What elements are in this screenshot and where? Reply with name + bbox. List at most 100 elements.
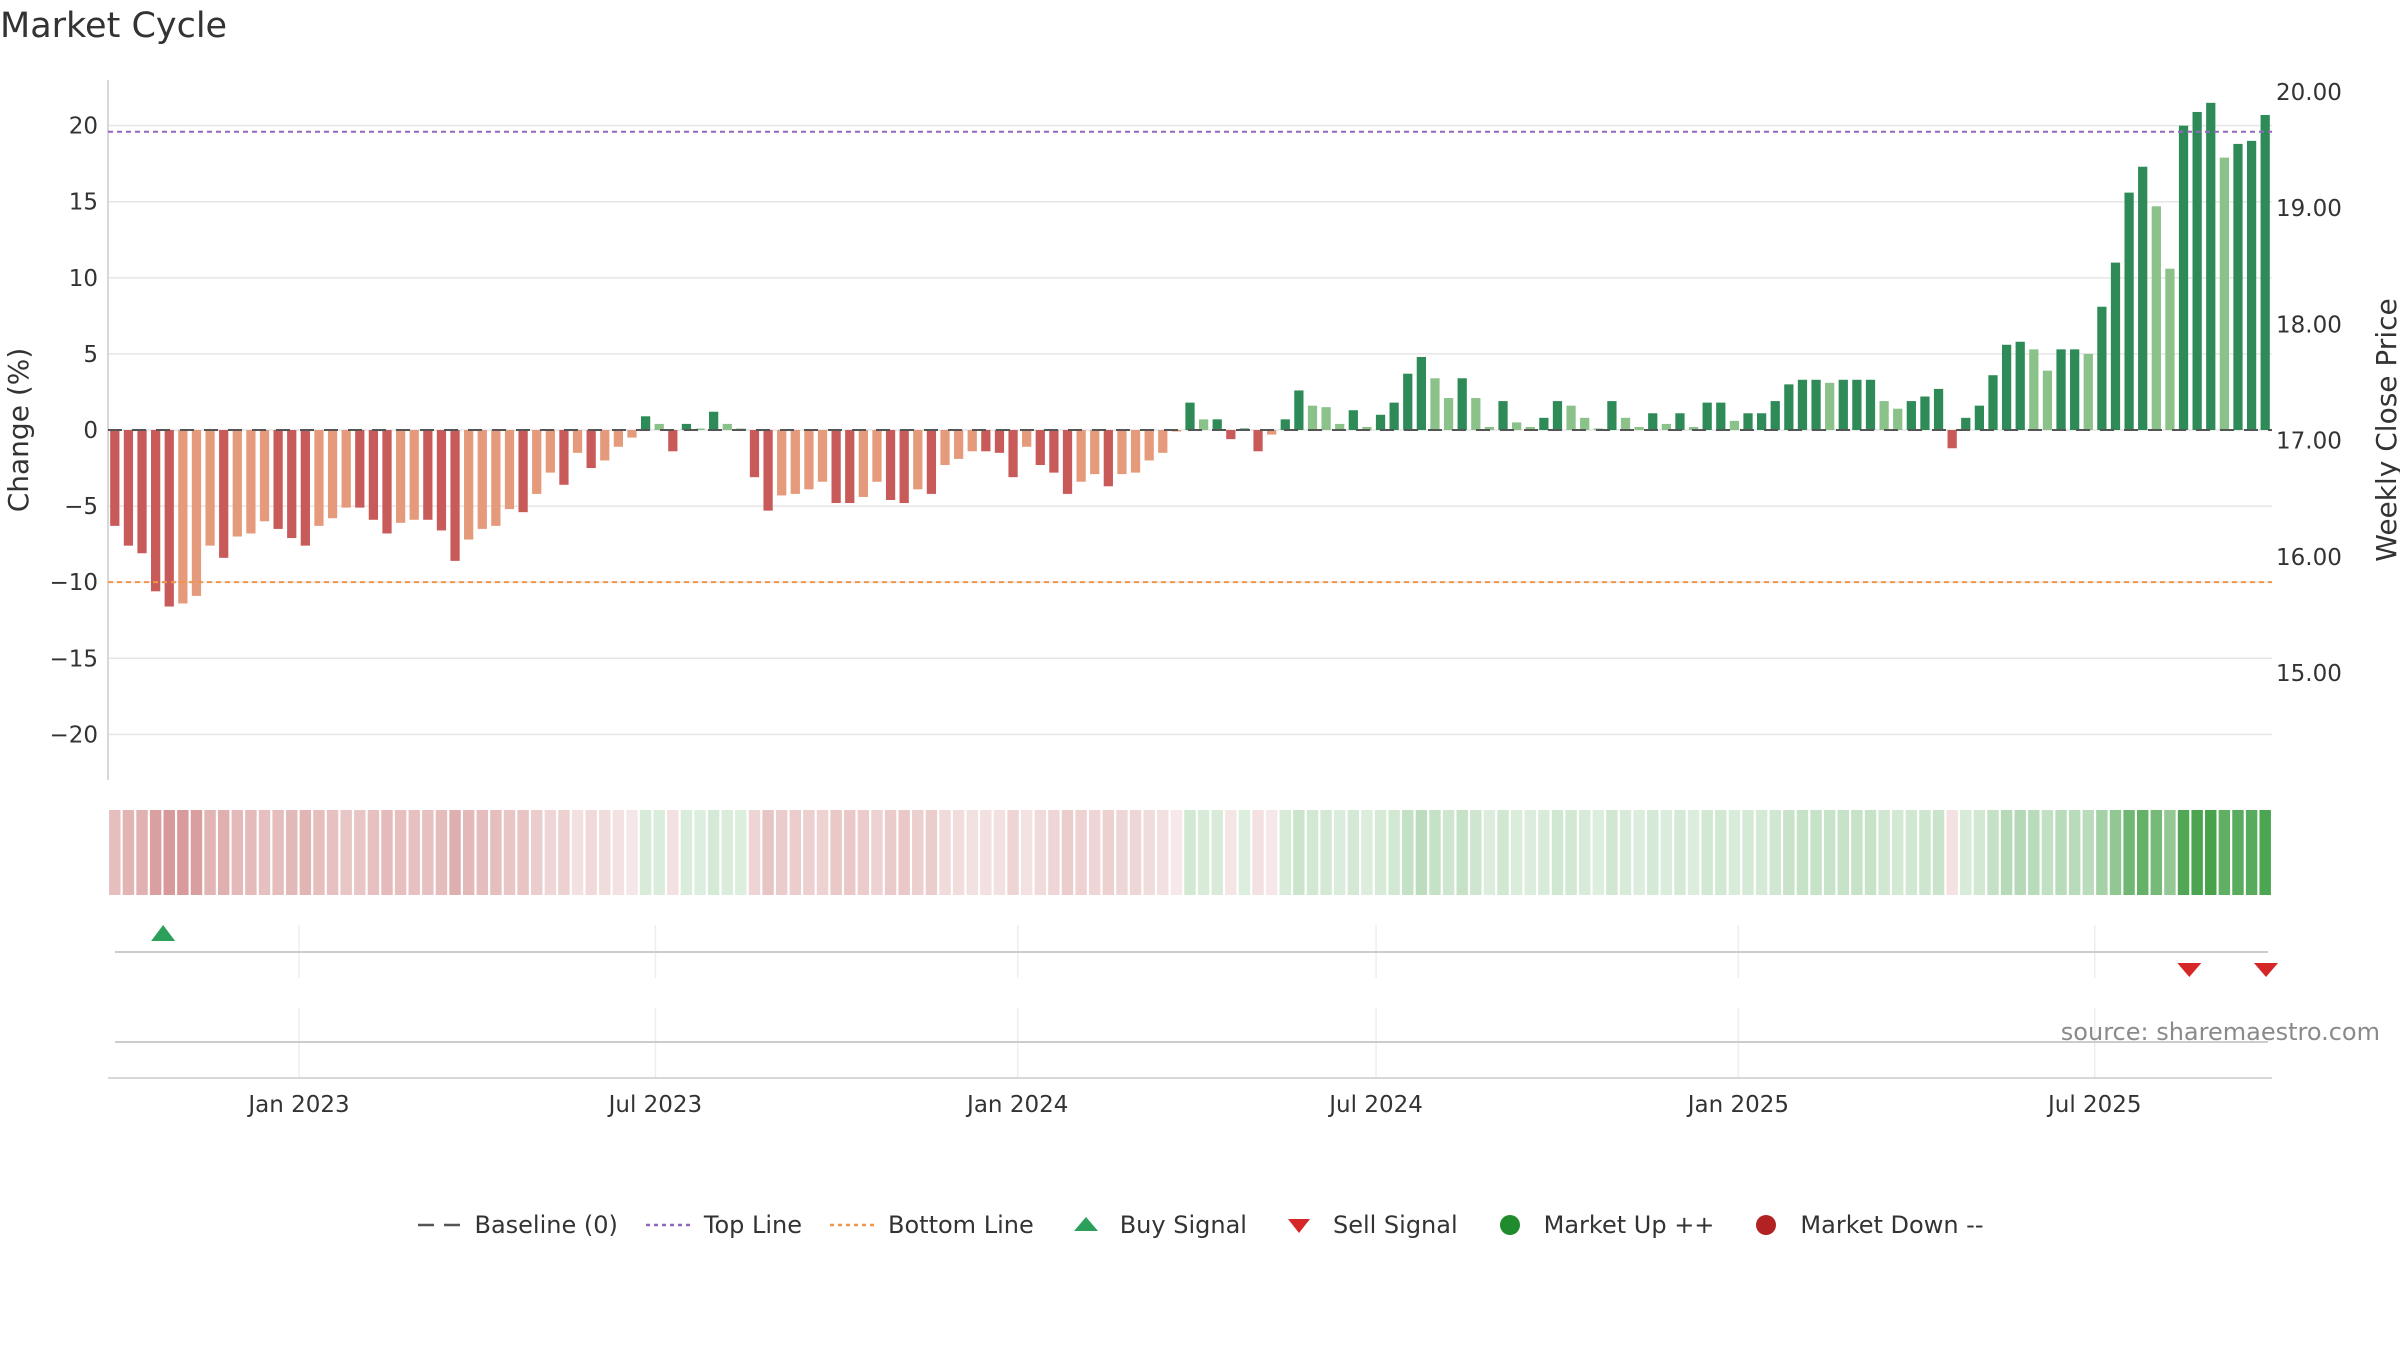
heat-cell — [1374, 810, 1387, 895]
heat-cell — [422, 810, 434, 895]
heat-cell — [1007, 810, 1019, 895]
heat-cell — [1388, 810, 1400, 895]
heat-cell — [1075, 810, 1087, 895]
signal-strip — [115, 925, 2278, 978]
bar — [2015, 341, 2025, 430]
bar — [1076, 430, 1086, 482]
heat-cell — [136, 810, 148, 895]
heat-cell — [1252, 810, 1264, 895]
y-tick-label: 5 — [83, 342, 98, 368]
bar — [817, 430, 828, 482]
heat-cell — [272, 810, 284, 895]
bar — [1757, 413, 1767, 430]
heat-cell — [2109, 810, 2122, 895]
y2-tick-label: 16.00 — [2276, 545, 2342, 571]
heat-cell — [1048, 810, 1060, 895]
heat-cell — [1415, 810, 1428, 895]
heat-cell — [2205, 810, 2217, 895]
heat-cell — [1633, 810, 1645, 895]
heat-cell — [340, 810, 352, 895]
heat-cell — [667, 810, 679, 895]
bar — [259, 430, 270, 522]
bar — [627, 430, 637, 438]
bar — [2165, 268, 2175, 430]
heat-cell — [1333, 810, 1346, 895]
market-strip — [115, 1008, 2268, 1078]
heat-cell — [367, 810, 380, 895]
y-tick-label: −20 — [49, 722, 98, 748]
heat-cell — [1674, 810, 1686, 895]
heat-cell — [1823, 810, 1836, 895]
heat-cell — [1728, 810, 1741, 895]
heat-cell — [2232, 810, 2244, 895]
bar — [491, 430, 501, 526]
buy-signal-marker — [151, 925, 176, 941]
bar — [1294, 390, 1304, 430]
heat-cell — [354, 810, 366, 895]
bar — [287, 430, 297, 539]
heat-cell — [245, 810, 257, 895]
bar — [300, 430, 310, 546]
bar — [1539, 417, 1549, 430]
heat-cell — [1864, 810, 1877, 895]
heat-cell — [1510, 810, 1523, 895]
heat-cell — [2164, 810, 2176, 895]
heat-cell — [721, 810, 733, 895]
bar — [178, 430, 188, 604]
heat-cell — [1184, 810, 1196, 895]
heat-cell — [476, 810, 488, 895]
bar — [994, 430, 1005, 453]
heat-cell — [544, 810, 557, 895]
bar — [2138, 166, 2148, 431]
bar — [1811, 379, 1821, 430]
heat-cell — [789, 810, 802, 895]
source-credit: source: sharemaestro.com — [2061, 1018, 2380, 1046]
bar — [1729, 420, 1740, 430]
bar — [2056, 349, 2066, 430]
bar — [777, 430, 787, 496]
heat-cell — [1306, 810, 1319, 895]
bar — [967, 430, 977, 452]
heat-cell — [626, 810, 638, 895]
heat-cell — [1361, 810, 1373, 895]
heat-cell — [1837, 810, 1849, 895]
bar — [1416, 356, 1426, 430]
dotted-purple-line-icon — [645, 1213, 694, 1237]
legend-label: Market Down -- — [1800, 1211, 1984, 1239]
bar — [409, 430, 419, 520]
bar — [1825, 382, 1835, 430]
bar — [341, 430, 351, 508]
bar — [1838, 379, 1848, 430]
heat-cell — [1442, 810, 1455, 895]
heat-cell — [394, 810, 407, 895]
heat-cell — [1470, 810, 1482, 895]
heat-cell — [258, 810, 271, 895]
heat-cell — [1143, 810, 1155, 895]
bar — [2124, 192, 2134, 430]
bar — [2001, 344, 2012, 430]
bar — [395, 430, 406, 523]
heat-cell — [435, 810, 448, 895]
bar — [123, 430, 134, 546]
bar — [1620, 417, 1631, 430]
legend-label: Baseline (0) — [474, 1211, 618, 1239]
legend-item: Baseline (0) — [416, 1211, 618, 1239]
bar — [1430, 378, 1440, 430]
bar — [2192, 111, 2202, 431]
heat-cell — [2245, 810, 2258, 895]
bar — [1961, 417, 1971, 430]
y-tick-label: −15 — [49, 646, 98, 672]
heat-cell — [286, 810, 298, 895]
bar — [954, 430, 964, 459]
bar — [845, 430, 855, 504]
bar — [1307, 405, 1318, 430]
heat-cell — [1987, 810, 1999, 895]
legend-item: Top Line — [645, 1211, 802, 1239]
bar — [191, 430, 202, 596]
heat-cell — [1565, 810, 1577, 895]
bar — [1865, 379, 1876, 430]
bar — [1566, 405, 1576, 430]
y2-tick-label: 17.00 — [2276, 429, 2342, 455]
bar — [1226, 430, 1236, 440]
heat-cell — [1061, 810, 1074, 895]
